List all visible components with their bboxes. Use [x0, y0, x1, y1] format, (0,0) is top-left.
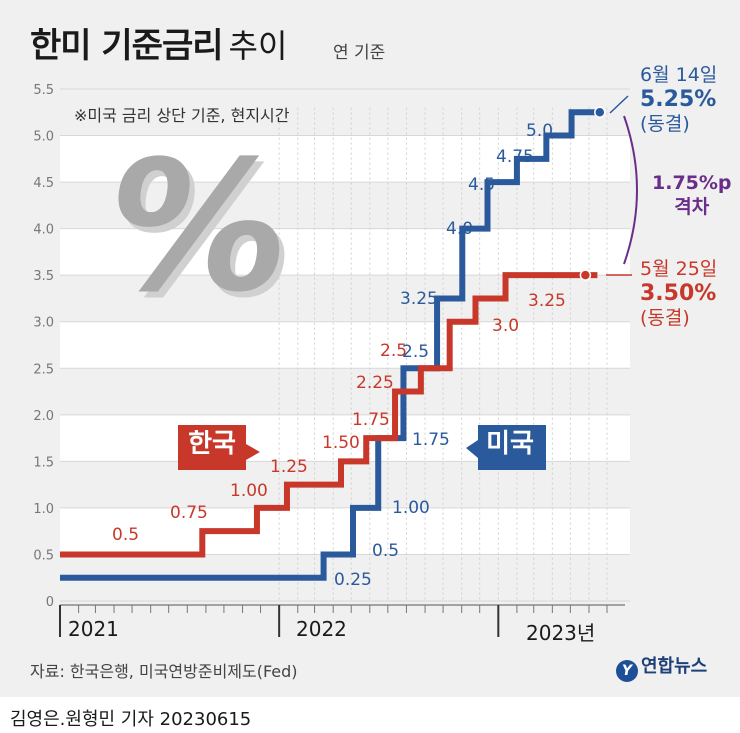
- chart-card: 0 0.5 1.0 1.5 2.0 2.5 3.0 3.5 4.0 4.5 5.0 5.5 0.5 0.7…: [0, 0, 740, 697]
- korea-data-label: 2.5: [380, 341, 407, 361]
- gap-label: 격차: [674, 195, 710, 218]
- korea-data-label: 1.00: [230, 481, 268, 501]
- year-label-2023: 2023년: [526, 621, 596, 645]
- logo-text: 연합뉴스: [641, 656, 708, 677]
- kr-end-date: 5월 25일: [640, 258, 718, 280]
- us-data-label: 4.5: [468, 175, 495, 195]
- us-data-label: 0.5: [372, 541, 399, 561]
- gap-value: 1.75%p: [652, 172, 732, 194]
- year-label-2022: 2022: [296, 617, 347, 641]
- us-end-annotation: 6월 14일 5.25% (동결): [640, 64, 717, 136]
- grid-band: [60, 228, 630, 276]
- korea-data-label: 0.75: [170, 503, 208, 523]
- korea-data-label: 1.50: [322, 433, 360, 453]
- y-tick-label: 2.5: [33, 362, 54, 377]
- yonhap-logo-icon: Y: [616, 660, 638, 682]
- us-data-label: 3.25: [400, 289, 438, 309]
- us-data-label: 2.5: [402, 342, 429, 362]
- percent-decoration: %: [93, 123, 304, 332]
- korea-data-label: 1.75: [352, 410, 390, 430]
- gap-bracket: [623, 115, 638, 265]
- korea-data-label: 0.5: [112, 525, 139, 545]
- y-tick-label: 2.0: [33, 409, 54, 424]
- us-data-label: 5.0: [526, 121, 553, 141]
- title-unit: 연 기준: [333, 43, 386, 63]
- korea-data-label: 2.25: [356, 373, 394, 393]
- us-rate-line: [60, 109, 597, 581]
- gap-annotation: 1.75%p 격차: [652, 172, 732, 220]
- us-series-tag: 미국: [486, 429, 534, 459]
- y-tick-label: 0.5: [33, 548, 54, 563]
- source-text: 자료: 한국은행, 미국연방준비제도(Fed): [30, 662, 298, 681]
- us-data-label: 0.25: [334, 570, 372, 590]
- us-tag-bg: [466, 425, 546, 470]
- y-tick-label: 3.5: [33, 269, 54, 284]
- yonhap-logo: Y 연합뉴스: [616, 652, 707, 682]
- y-tick-label: 5.5: [33, 83, 54, 98]
- kr-end-value: 3.50%: [640, 280, 717, 306]
- kr-end-annotation: 5월 25일 3.50% (동결): [640, 258, 717, 330]
- us-end-status: (동결): [640, 113, 690, 136]
- y-tick-label: 0: [46, 595, 54, 610]
- title-sub: 추이: [228, 27, 288, 65]
- us-end-date: 6월 14일: [640, 64, 718, 86]
- us-end-value: 5.25%: [640, 86, 717, 112]
- us-data-label: 1.75: [412, 430, 450, 450]
- title-main: 한미 기준금리: [30, 26, 224, 66]
- us-end-marker: [594, 106, 606, 119]
- chart-note: ※미국 금리 상단 기준, 현지시간: [74, 106, 290, 125]
- grid-band: [60, 321, 630, 369]
- kr-end-status: (동결): [640, 307, 690, 330]
- korea-rate-line: [60, 272, 598, 558]
- credit-line: 김영은.원형민 기자 20230615: [10, 709, 252, 730]
- y-tick-label: 4.5: [33, 176, 54, 191]
- grid-band: [60, 507, 630, 555]
- y-tick-label: 1.0: [33, 502, 54, 517]
- year-label-2021: 2021: [68, 617, 119, 641]
- us-data-label: 4.0: [446, 219, 473, 239]
- us-leader: [609, 95, 629, 114]
- rate-chart: 0 0.5 1.0 1.5 2.0 2.5 3.0 3.5 4.0 4.5 5.0 5.5 0.5 0.7…: [33, 83, 638, 637]
- korea-data-label: 1.25: [270, 457, 308, 477]
- y-tick-label: 1.5: [33, 455, 54, 470]
- korea-series-tag: 한국: [188, 429, 236, 459]
- us-data-label: 4.75: [496, 147, 534, 167]
- y-tick-label: 5.0: [33, 130, 54, 145]
- korea-tag-bg: [178, 425, 260, 470]
- korea-data-label: 3.0: [492, 316, 519, 336]
- korea-data-label: 3.25: [528, 291, 566, 311]
- us-data-label: 1.00: [392, 498, 430, 518]
- korea-end-marker: [579, 269, 592, 281]
- y-tick-label: 3.0: [33, 316, 54, 331]
- page-title: 한미 기준금리 추이: [30, 18, 287, 68]
- y-tick-label: 4.0: [33, 223, 54, 238]
